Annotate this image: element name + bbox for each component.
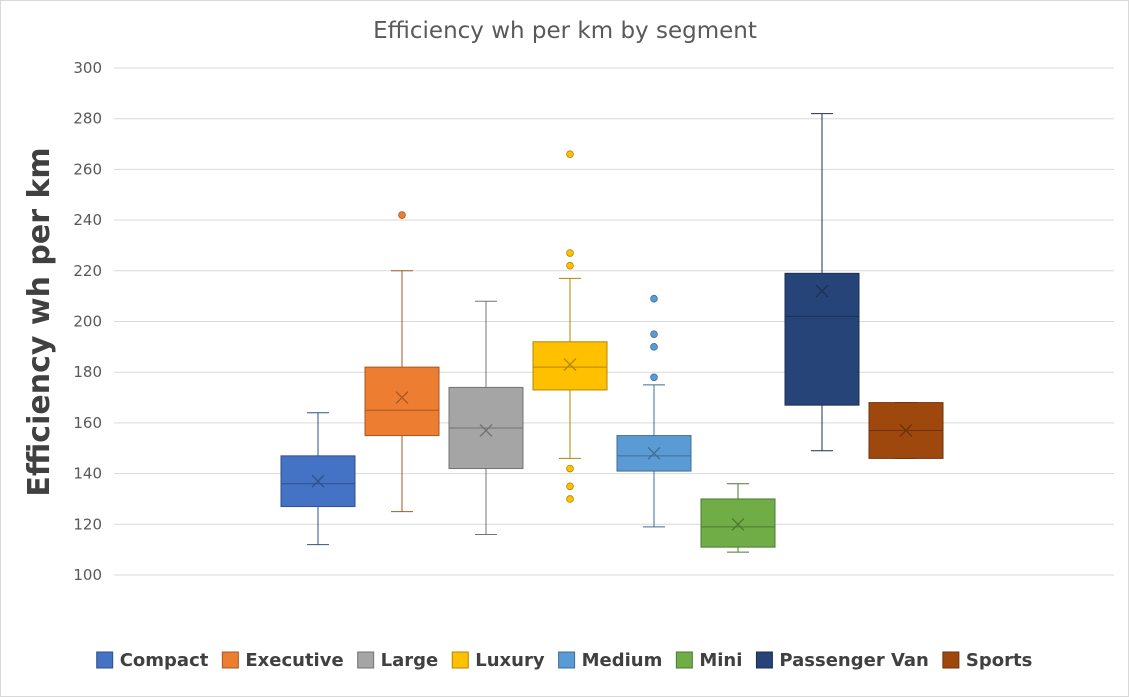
legend-entry-luxury: Luxury	[451, 650, 545, 671]
outlier-point	[566, 482, 574, 491]
y-tick-label: 200	[73, 313, 102, 331]
mean-marker	[479, 424, 493, 437]
outlier-point	[650, 373, 658, 382]
legend-swatch	[942, 651, 960, 669]
mean-marker	[311, 474, 325, 488]
y-tick-label: 280	[73, 110, 102, 128]
y-tick-label: 240	[73, 211, 102, 229]
y-tick-label: 220	[73, 262, 102, 280]
chart-title: Efficiency wh per km by segment	[373, 18, 757, 44]
legend-swatch	[755, 651, 773, 669]
legend-swatch	[451, 651, 469, 669]
outlier-point	[566, 249, 574, 257]
legend-label: Medium	[582, 650, 663, 671]
legend-entry-sports: Sports	[942, 650, 1032, 671]
legend-swatch	[96, 651, 114, 669]
box-passenger-van	[784, 113, 860, 452]
legend-swatch	[558, 651, 576, 669]
box-iqr	[784, 272, 860, 406]
outlier-point	[566, 261, 574, 270]
box-luxury	[532, 150, 608, 503]
mean-marker	[647, 446, 661, 460]
mean-marker	[815, 284, 829, 298]
outlier-point	[650, 330, 658, 338]
mean-marker	[731, 517, 745, 531]
outlier-point	[566, 150, 574, 158]
y-tick-label: 180	[73, 363, 102, 381]
box-executive	[364, 211, 440, 513]
y-axis-ticks: 100 120 140 160 180 200 220 240 260 280 300	[73, 59, 102, 584]
legend-label: Luxury	[475, 650, 545, 671]
box-compact	[280, 412, 356, 546]
mean-marker	[563, 358, 577, 372]
legend-label: Sports	[966, 650, 1032, 671]
legend-entry-executive: Executive	[221, 650, 344, 671]
legend-entry-medium: Medium	[558, 650, 663, 671]
boxes	[280, 113, 944, 553]
outlier-point	[650, 343, 658, 351]
box-iqr	[532, 341, 608, 391]
y-axis-title: Efficiency wh per km	[22, 147, 57, 496]
legend: Compact Executive Large Luxury Medium Mini Pas…	[96, 650, 1032, 671]
legend-label: Mini	[699, 650, 742, 671]
box-medium	[616, 294, 692, 528]
y-tick-label: 100	[73, 566, 102, 584]
legend-label: Compact	[120, 650, 209, 671]
legend-swatch	[675, 651, 693, 669]
mean-marker	[395, 391, 409, 405]
legend-label: Large	[381, 650, 439, 671]
box-mini	[700, 483, 776, 553]
legend-entry-passenger-van: Passenger Van	[755, 650, 929, 671]
legend-swatch	[357, 651, 375, 669]
box-sports	[868, 402, 944, 459]
legend-swatch	[221, 651, 239, 669]
box-iqr	[700, 498, 776, 548]
y-tick-label: 160	[73, 414, 102, 432]
legend-label: Passenger Van	[779, 650, 928, 671]
box-large	[448, 300, 524, 535]
outlier-point	[398, 211, 406, 219]
outlier-point	[650, 294, 658, 303]
y-tick-label: 260	[73, 160, 102, 178]
y-tick-label: 300	[73, 59, 102, 77]
outlier-point	[566, 464, 574, 473]
y-tick-label: 120	[73, 515, 102, 533]
legend-entry-large: Large	[357, 650, 439, 671]
box-iqr	[364, 366, 440, 437]
outlier-point	[566, 495, 574, 503]
gridlines	[114, 67, 1114, 576]
mean-marker	[899, 424, 913, 437]
legend-entry-mini: Mini	[675, 650, 742, 671]
legend-label: Executive	[245, 650, 343, 671]
y-tick-label: 140	[73, 465, 102, 483]
legend-entry-compact: Compact	[96, 650, 209, 671]
